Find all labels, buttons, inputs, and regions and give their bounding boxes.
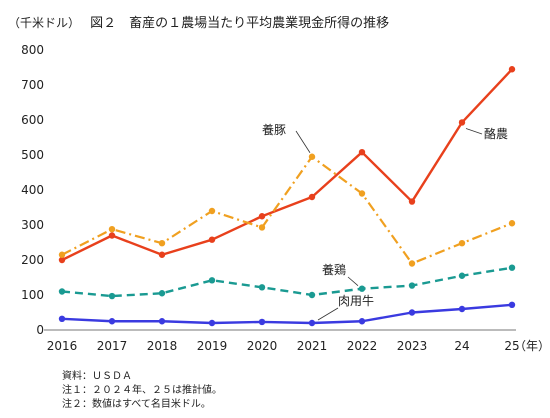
data-point (258, 284, 266, 291)
y-tick-label: 700 (21, 78, 44, 92)
series-label: 養豚 (262, 122, 286, 137)
data-point (508, 220, 516, 227)
data-point (208, 207, 216, 215)
data-point (508, 66, 516, 73)
chart-notes: 資料：ＵＳＤＡ 注１：２０２４年、２５は推計値。 注２：数値はすべて名目米ドル。 (62, 370, 222, 412)
data-point (58, 315, 66, 322)
series-label: 酪農 (484, 126, 508, 141)
data-point (258, 318, 266, 326)
data-point (158, 290, 166, 297)
y-tick-label: 800 (21, 43, 44, 57)
x-tick-label: 2020 (247, 339, 278, 353)
data-point (58, 251, 66, 258)
data-point (358, 318, 366, 325)
x-tick-label: 2021 (297, 339, 328, 353)
data-point (308, 153, 316, 160)
y-tick-label: 0 (36, 323, 44, 337)
chart-title: 図２ 畜産の１農場当たり平均農業現金所得の推移 (90, 16, 390, 31)
data-point (458, 272, 466, 279)
data-point (208, 277, 216, 284)
data-point (358, 149, 366, 156)
series-label: 肉用牛 (338, 293, 374, 308)
data-point (58, 288, 66, 295)
y-tick-label: 200 (21, 253, 44, 267)
x-tick-label: 2022 (347, 339, 378, 353)
leader-line (295, 130, 311, 153)
series-label: 養鶏 (322, 262, 346, 277)
x-tick-label: 2016 (47, 339, 78, 353)
x-tick-label: 24 (454, 339, 469, 353)
data-point (208, 319, 216, 327)
y-tick-label: 600 (21, 113, 44, 127)
data-point (58, 256, 66, 264)
y-tick-label: 300 (21, 218, 44, 232)
data-point (158, 251, 166, 258)
data-point (158, 240, 166, 247)
data-point (508, 301, 516, 308)
chart-title-row: （千米ドル） 図２ 畜産の１農場当たり平均農業現金所得の推移 (8, 12, 389, 31)
data-point (208, 236, 216, 243)
data-point (408, 309, 416, 316)
data-point (108, 226, 116, 233)
y-tick-label: 100 (21, 288, 44, 302)
data-point (108, 292, 116, 300)
data-point (408, 198, 416, 205)
data-point (308, 193, 316, 201)
note-source: 資料：ＵＳＤＡ (62, 371, 132, 382)
data-point (308, 319, 316, 327)
data-point (308, 291, 316, 299)
y-tick-label: 400 (21, 183, 44, 197)
data-point (458, 119, 466, 126)
data-point (258, 213, 266, 220)
data-point (108, 232, 116, 239)
x-tick-label: 2019 (197, 339, 228, 353)
data-point (458, 305, 466, 313)
data-point (358, 190, 366, 197)
data-point (108, 318, 116, 325)
data-point (458, 240, 466, 247)
data-point (408, 282, 416, 289)
x-tick-label: 2018 (147, 339, 178, 353)
data-point (358, 285, 366, 292)
data-point (408, 260, 416, 267)
leader-line (347, 276, 359, 287)
x-tick-label: 25 (504, 339, 519, 353)
x-axis-unit: （年） (514, 339, 550, 353)
data-point (258, 224, 266, 231)
y-tick-label: 500 (21, 148, 44, 162)
leader-line (317, 307, 339, 321)
x-tick-label: 2023 (397, 339, 428, 353)
series-line (61, 155, 513, 265)
series-line (61, 266, 513, 298)
y-axis-unit: （千米ドル） (8, 16, 81, 30)
series-line (61, 303, 513, 325)
data-point (508, 264, 516, 271)
leader-line (465, 128, 483, 135)
note-1: 注１：２０２４年、２５は推計値。 (62, 385, 222, 396)
data-point (158, 318, 166, 325)
series-line (61, 68, 513, 262)
note-2: 注２：数値はすべて名目米ドル。 (62, 399, 211, 410)
x-tick-label: 2017 (97, 339, 128, 353)
